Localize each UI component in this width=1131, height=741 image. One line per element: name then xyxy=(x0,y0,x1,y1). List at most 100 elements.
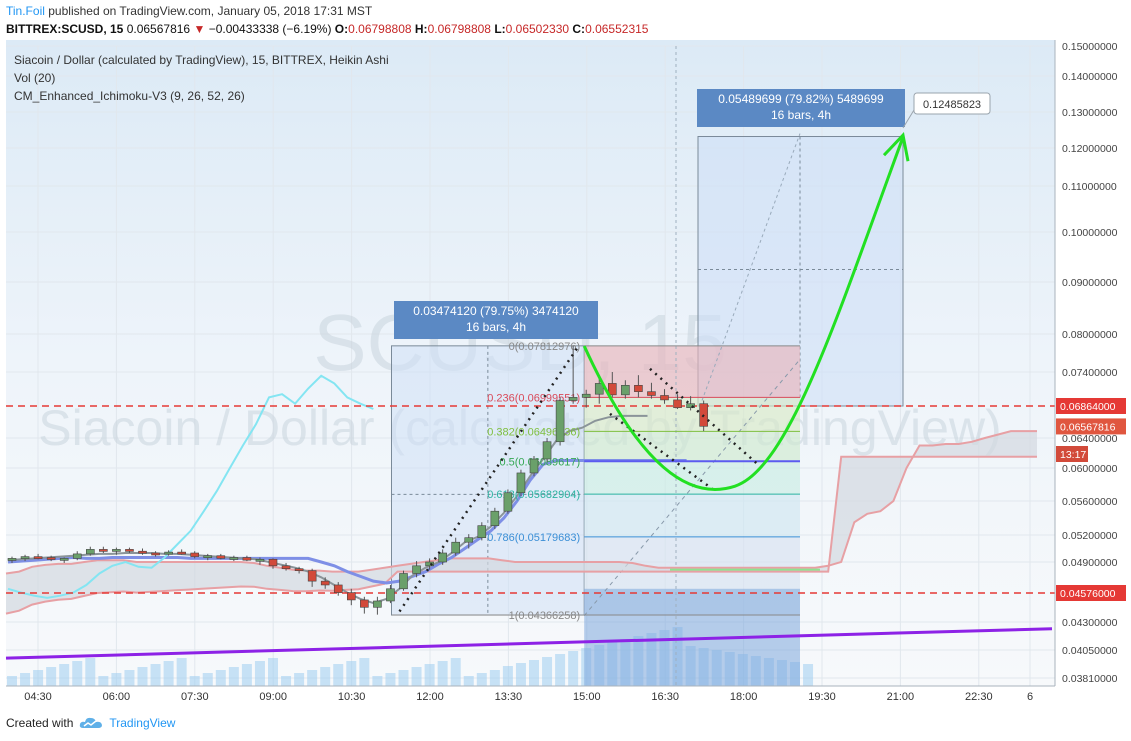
y-tick-label: 0.08000000 xyxy=(1062,329,1118,341)
y-axis-tags: 0.06864000 0.06567816 13:17 0.04576000 xyxy=(1056,398,1126,601)
volume-bar xyxy=(163,661,174,686)
horizontal-levels[interactable] xyxy=(6,405,1055,594)
candle-body xyxy=(360,599,369,608)
candle-body xyxy=(386,588,395,602)
candle-body xyxy=(399,573,408,590)
y-axis-tag-bg xyxy=(1056,585,1126,601)
volume-bar xyxy=(33,670,44,686)
y-tick-label: 0.04050000 xyxy=(1062,645,1118,657)
y-axis[interactable]: 0.15000000 0.14000000 0.13000000 0.12000000… xyxy=(1062,41,1118,685)
y-tick-label: 0.14000000 xyxy=(1062,71,1118,83)
author-link[interactable]: Tin.Foil xyxy=(6,4,45,18)
y-tick-label: 0.04900000 xyxy=(1062,557,1118,569)
candle-body xyxy=(412,565,421,574)
candle-body xyxy=(33,556,43,559)
down-arrow-icon: ▼ xyxy=(193,22,206,36)
volume-bar xyxy=(346,661,357,686)
volume-bar xyxy=(320,667,331,686)
y-tick-label: 0.11000000 xyxy=(1062,181,1117,193)
candle-body xyxy=(634,385,643,392)
candle-body xyxy=(555,400,565,443)
candle-body xyxy=(151,552,160,556)
x-tick-label: 06:00 xyxy=(103,691,131,703)
leading-span-a xyxy=(5,430,1037,575)
candle-body xyxy=(281,565,291,569)
measure-box-2-line2: 16 bars, 4h xyxy=(771,108,831,122)
y-tick-label: 0.10000000 xyxy=(1062,227,1118,239)
x-tick-label: 15:00 xyxy=(573,691,601,703)
volume-bar xyxy=(307,670,318,686)
y-axis-tag-bg xyxy=(1056,418,1126,435)
volume-bar xyxy=(515,663,526,686)
y-axis-tag-label: 0.06864000 xyxy=(1060,401,1116,413)
tradingview-link[interactable]: TradingView xyxy=(109,716,176,730)
symbol-label: BITTREX:SCUSD, 15 xyxy=(6,22,124,36)
y-tick-label: 0.07400000 xyxy=(1062,367,1118,379)
volume-bar xyxy=(176,658,187,686)
x-tick-label: 18:00 xyxy=(730,691,758,703)
candle-body xyxy=(242,557,252,561)
candle-body xyxy=(46,557,56,560)
fib-zone-fill xyxy=(584,431,800,462)
volume-bar xyxy=(254,661,265,686)
drawings[interactable] xyxy=(5,132,1053,660)
close-label: C: xyxy=(572,22,586,36)
volume-bar xyxy=(150,664,161,686)
volume-bar xyxy=(241,664,252,686)
high-value: 0.06798808 xyxy=(427,22,491,36)
fib-zone-fill xyxy=(584,397,800,432)
y-axis-tag-bg xyxy=(1056,446,1088,462)
y-tick-label: 0.05600000 xyxy=(1062,496,1118,508)
fib-zone-fill xyxy=(584,461,800,495)
volume-bar xyxy=(281,676,292,686)
candle-body xyxy=(125,549,134,552)
volume-bar xyxy=(111,673,122,686)
volume-bar xyxy=(372,676,383,686)
candle-body xyxy=(542,441,552,460)
conversion-line xyxy=(7,459,687,585)
volume-bar xyxy=(450,658,461,686)
volume-bar xyxy=(333,664,344,686)
candle-body xyxy=(307,570,317,582)
measure-box-1-line2: 16 bars, 4h xyxy=(466,320,526,334)
y-tick-label: 0.03810000 xyxy=(1062,673,1118,685)
measure-box-2-line1: 0.05489699 (79.82%) 5489699 xyxy=(718,92,884,106)
created-with-label: Created with xyxy=(6,716,74,730)
volume-bar xyxy=(189,676,200,686)
target-callout-pointer xyxy=(902,109,915,129)
legend-indicator[interactable]: CM_Enhanced_Ichimoku-V3 (9, 26, 52, 26) xyxy=(14,89,245,103)
candle-body xyxy=(438,552,447,563)
x-tick-label: 21:00 xyxy=(887,691,915,703)
x-axis[interactable]: 04:30 06:00 07:30 09:00 10:30 12:00 13:30 15:00… xyxy=(24,691,1033,703)
y-tick-label: 0.12000000 xyxy=(1062,143,1118,155)
volume-bar xyxy=(20,673,31,686)
measure-labels: 0.03474120 (79.75%) 3474120 16 bars, 4h … xyxy=(394,89,991,339)
candle-body xyxy=(568,397,578,401)
volume-bar xyxy=(72,661,83,686)
price-change: −0.00433338 (−6.19%) xyxy=(208,22,332,36)
measure-diagonal xyxy=(701,133,801,401)
fib-level-label: 0.5(0.06089617) xyxy=(499,456,580,468)
target-callout-bg xyxy=(913,92,991,115)
publish-header: Tin.Foil published on TradingView.com, J… xyxy=(0,0,1131,40)
candle-body xyxy=(112,549,121,552)
candle-body xyxy=(490,510,500,526)
volume-bar xyxy=(463,676,474,686)
high-label: H: xyxy=(414,22,428,36)
legend-title: Siacoin / Dollar (calculated by TradingV… xyxy=(14,53,389,67)
candle-body xyxy=(229,557,239,560)
legend-volume[interactable]: Vol (20) xyxy=(14,71,56,85)
y-tick-label: 0.06400000 xyxy=(1062,433,1118,445)
volume-bar xyxy=(202,673,213,686)
volume-bar xyxy=(137,667,148,686)
candle-body xyxy=(72,553,82,559)
volume-bar xyxy=(568,651,579,686)
candle-body xyxy=(190,552,199,557)
x-tick-label: 09:00 xyxy=(259,691,287,703)
footer: Created with TradingView xyxy=(6,716,175,730)
candle-body xyxy=(425,561,434,567)
y-axis-tag-label: 0.06567816 xyxy=(1060,421,1116,433)
fib-level-label: 0.382(0.06496336) xyxy=(487,426,580,438)
y-tick-label: 0.09000000 xyxy=(1062,277,1118,289)
price-chart[interactable]: SCUSD, 15 Siacoin / Dollar (calculated b… xyxy=(0,40,1131,710)
